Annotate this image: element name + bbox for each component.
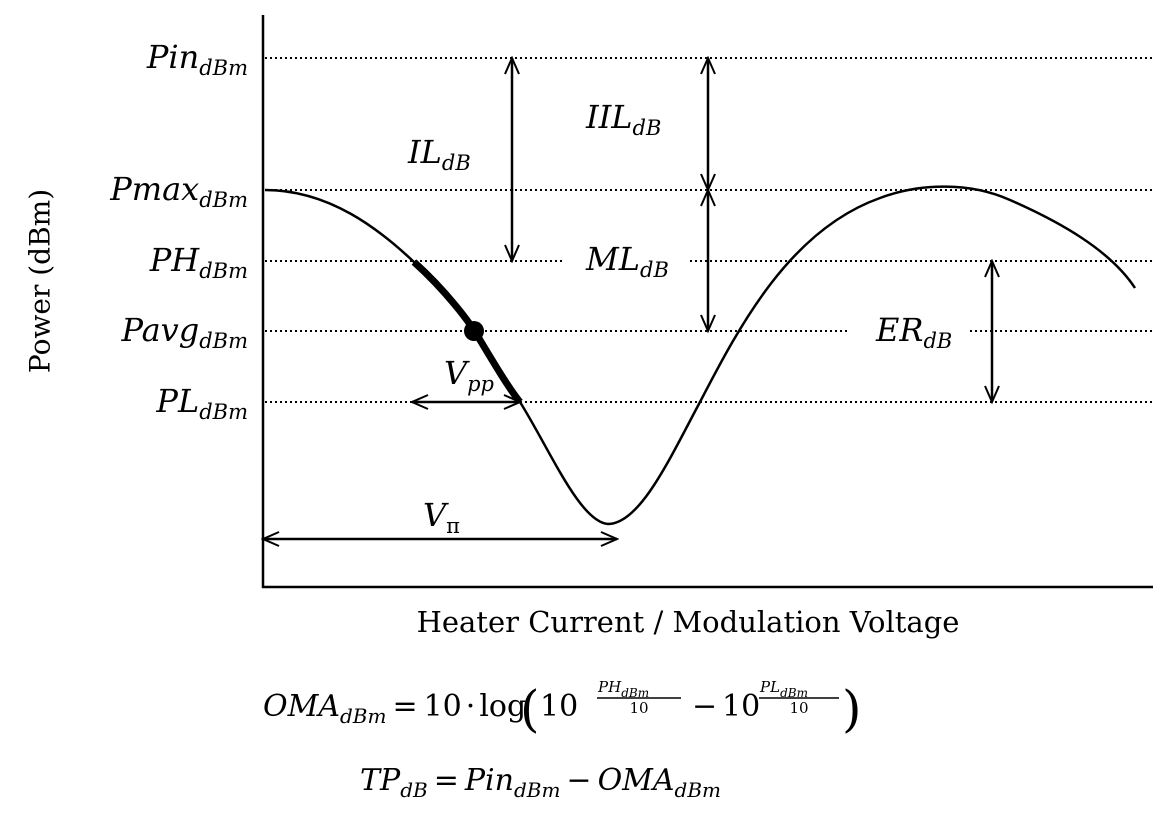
oma-term2-den: 10 [789,699,808,717]
oma-term1-den: 10 [629,699,648,717]
oma-equation: OMAdBm = 10 · log ( 10 PHdBm 10 − 10 PLdBm 1… [263,678,862,738]
oma-minus: − [692,689,717,724]
ph-label: PHdBm [149,241,248,283]
oma-term2-num: PLdBm [759,678,808,700]
arrows [263,58,992,539]
x-axis-label: Heater Current / Modulation Voltage [417,605,960,639]
transfer-curve [264,185,1137,526]
tp-equation: TPdB = PindBm − OMAdBm [360,763,721,802]
pin-label: PindBm [146,38,248,80]
ml-label: MLdB [585,240,669,282]
il-label: ILdB [407,133,471,175]
operating-segment [411,259,523,405]
oma-left-paren: ( [520,680,540,738]
pmax-label: PmaxdBm [109,170,248,212]
pavg-label: PavgdBm [120,311,248,353]
bias-point [464,321,484,341]
oma-term1-num: PHdBm [597,678,649,700]
vpp-label: Vpp [444,354,494,396]
oma-right-paren: ) [842,680,862,738]
pl-label: PLdBm [155,382,248,424]
er-label: ERdB [875,311,952,353]
oma-term2-base: 10 [722,689,760,724]
y-axis-label: Power (dBm) [24,189,57,373]
vpi-label: Vπ [423,496,460,538]
svg-text:OMAdBm=10·log: OMAdBm = 10 · log [263,689,526,728]
oma-term1-base: 10 [540,689,578,724]
svg-text:TPdB=PindBm−OMAdBm: TPdB = PindBm − OMAdBm [360,763,721,802]
iil-label: IILdB [585,98,661,140]
